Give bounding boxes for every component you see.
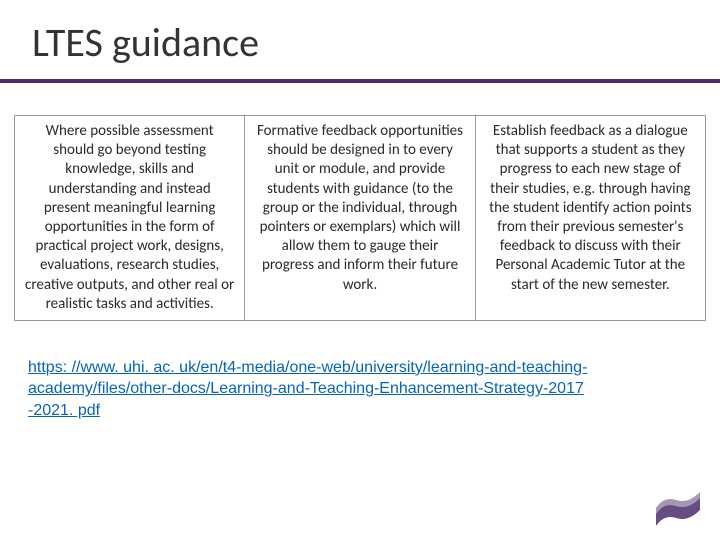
uhi-logo-icon bbox=[654, 484, 702, 528]
guidance-table-wrap: Where possible assessment should go beyo… bbox=[0, 115, 720, 321]
table-cell: Establish feedback as a dialogue that su… bbox=[475, 116, 705, 321]
table-cell: Where possible assessment should go beyo… bbox=[15, 116, 245, 321]
source-link[interactable]: https: //www. uhi. ac. uk/en/t4-media/on… bbox=[28, 357, 588, 422]
slide-title: LTES guidance bbox=[0, 18, 720, 67]
table-cell: Formative feedback opportunities should … bbox=[245, 116, 475, 321]
table-row: Where possible assessment should go beyo… bbox=[15, 116, 706, 321]
link-area: https: //www. uhi. ac. uk/en/t4-media/on… bbox=[0, 357, 720, 422]
slide: LTES guidance Where possible assessment … bbox=[0, 0, 720, 540]
title-underline bbox=[0, 79, 720, 83]
guidance-table: Where possible assessment should go beyo… bbox=[14, 115, 706, 321]
